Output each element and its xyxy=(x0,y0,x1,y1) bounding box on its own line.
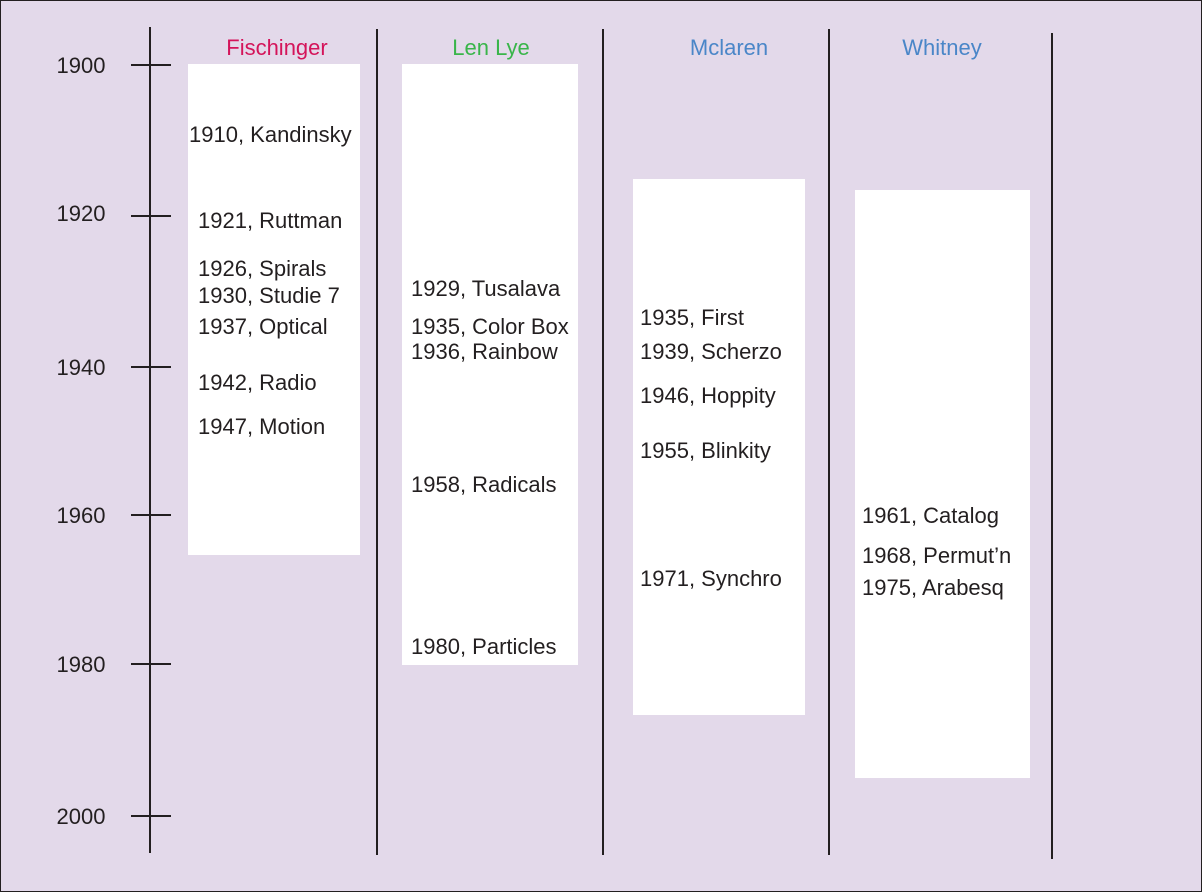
work-entry: 1947, Motion xyxy=(198,414,326,439)
work-entry: 1937, Optical xyxy=(198,314,328,339)
work-entry: 1975, Arabesq xyxy=(862,575,1004,600)
column-divider xyxy=(602,29,604,855)
column-divider xyxy=(828,29,830,855)
work-entry: 1921, Ruttman xyxy=(198,208,343,233)
axis-tick-1940 xyxy=(131,366,171,368)
work-entry: 1958, Radicals xyxy=(411,472,557,497)
activity-panel-fischinger xyxy=(188,64,360,555)
axis-label-1940: 1940 xyxy=(56,355,106,380)
work-entry: 1971, Synchro xyxy=(640,566,782,591)
work-entry: 1929, Tusalava xyxy=(411,276,561,301)
work-entry: 1946, Hoppity xyxy=(640,383,776,408)
work-entry: 1980, Particles xyxy=(411,634,557,659)
column-divider xyxy=(376,29,378,855)
work-entry: 1935, First xyxy=(640,305,744,330)
work-entry: 1968, Permut’n xyxy=(862,543,1012,568)
column-header-len-lye: Len Lye xyxy=(452,35,530,60)
work-entry: 1939, Scherzo xyxy=(640,339,782,364)
work-entry: 1910, Kandinsky xyxy=(189,122,352,147)
axis-tick-2000 xyxy=(131,815,171,817)
axis-label-1920: 1920 xyxy=(56,201,106,226)
axis-tick-1920 xyxy=(131,215,171,217)
column-divider xyxy=(1051,33,1053,859)
axis-tick-1980 xyxy=(131,663,171,665)
work-entry: 1942, Radio xyxy=(198,370,317,395)
work-entry: 1936, Rainbow xyxy=(411,339,558,364)
work-entry: 1961, Catalog xyxy=(862,503,999,528)
activity-panel-whitney xyxy=(855,190,1030,778)
work-entry: 1930, Studie 7 xyxy=(198,283,340,308)
work-entry: 1935, Color Box xyxy=(411,314,569,339)
activity-panel-len-lye xyxy=(402,64,578,665)
axis-label-2000: 2000 xyxy=(56,804,106,829)
work-entry: 1955, Blinkity xyxy=(640,438,771,463)
column-header-fischinger: Fischinger xyxy=(226,35,328,60)
time-axis xyxy=(149,27,151,853)
axis-tick-1900 xyxy=(131,64,171,66)
activity-panel-mclaren xyxy=(633,179,805,715)
column-header-whitney: Whitney xyxy=(902,35,982,60)
axis-label-1900: 1900 xyxy=(56,53,106,78)
work-entry: 1926, Spirals xyxy=(198,256,327,281)
axis-tick-1960 xyxy=(131,514,171,516)
axis-label-1980: 1980 xyxy=(56,652,106,677)
column-header-mclaren: Mclaren xyxy=(689,35,769,60)
axis-label-1960: 1960 xyxy=(56,503,106,528)
